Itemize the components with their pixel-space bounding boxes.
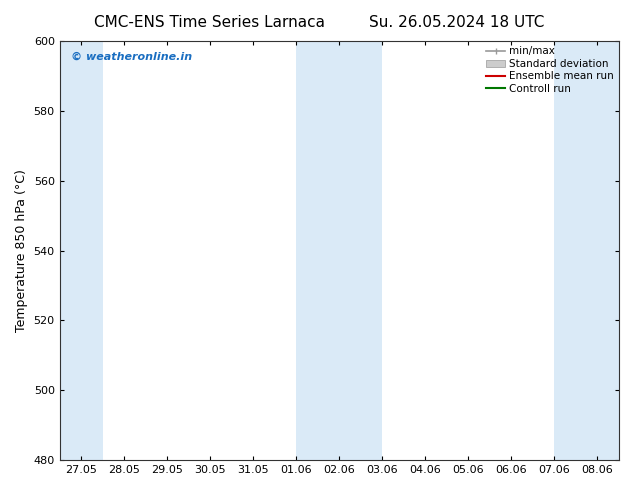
Bar <box>296 41 382 460</box>
Bar <box>555 41 634 460</box>
Text: Su. 26.05.2024 18 UTC: Su. 26.05.2024 18 UTC <box>369 15 544 30</box>
Bar <box>60 41 103 460</box>
Text: © weatheronline.in: © weatheronline.in <box>71 51 192 62</box>
Text: CMC-ENS Time Series Larnaca: CMC-ENS Time Series Larnaca <box>94 15 325 30</box>
Y-axis label: Temperature 850 hPa (°C): Temperature 850 hPa (°C) <box>15 169 28 332</box>
Legend: min/max, Standard deviation, Ensemble mean run, Controll run: min/max, Standard deviation, Ensemble me… <box>486 46 614 94</box>
